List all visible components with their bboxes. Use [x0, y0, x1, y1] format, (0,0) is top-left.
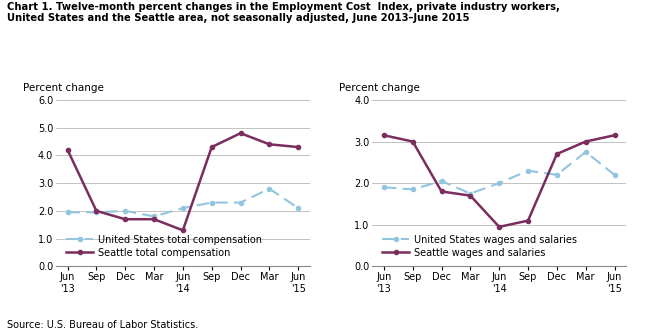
Text: Source: U.S. Bureau of Labor Statistics.: Source: U.S. Bureau of Labor Statistics. [7, 320, 198, 330]
United States total compensation [92, 210, 100, 214]
Seattle wages and salaries [610, 133, 618, 137]
Seattle total compensation [121, 217, 129, 221]
Legend: United States total compensation, Seattle total compensation: United States total compensation, Seattl… [66, 235, 262, 258]
Seattle total compensation [295, 145, 302, 149]
United States wages and salaries [380, 185, 387, 189]
Seattle total compensation [92, 209, 100, 213]
United States total compensation [179, 206, 187, 210]
United States wages and salaries [438, 179, 445, 183]
Seattle wages and salaries [409, 140, 416, 144]
Seattle total compensation [179, 228, 187, 232]
Seattle total compensation [237, 131, 244, 135]
Seattle wages and salaries [438, 189, 445, 193]
Seattle wages and salaries [380, 133, 387, 137]
Line: United States wages and salaries: United States wages and salaries [382, 150, 617, 196]
United States wages and salaries [610, 173, 618, 177]
United States total compensation [295, 206, 302, 210]
United States wages and salaries [409, 187, 416, 191]
Seattle wages and salaries [553, 152, 561, 156]
United States wages and salaries [553, 173, 561, 177]
United States wages and salaries [524, 168, 532, 172]
Seattle total compensation [63, 148, 72, 152]
Seattle total compensation [266, 142, 273, 146]
Text: Percent change: Percent change [339, 83, 420, 93]
Legend: United States wages and salaries, Seattle wages and salaries: United States wages and salaries, Seattl… [382, 235, 577, 258]
Text: Percent change: Percent change [23, 83, 104, 93]
United States wages and salaries [467, 191, 474, 195]
Seattle total compensation [150, 217, 158, 221]
Line: Seattle total compensation: Seattle total compensation [65, 131, 301, 232]
United States total compensation [237, 200, 244, 204]
United States total compensation [266, 187, 273, 191]
Text: Chart 1. Twelve-month percent changes in the Employment Cost  Index, private ind: Chart 1. Twelve-month percent changes in… [7, 2, 559, 23]
Seattle total compensation [208, 145, 215, 149]
Seattle wages and salaries [467, 193, 474, 197]
Seattle wages and salaries [496, 225, 503, 229]
United States total compensation [208, 200, 215, 204]
United States total compensation [121, 209, 129, 213]
United States wages and salaries [582, 150, 590, 154]
United States wages and salaries [496, 181, 503, 185]
Line: Seattle wages and salaries: Seattle wages and salaries [382, 133, 617, 229]
United States total compensation [150, 214, 158, 218]
Seattle wages and salaries [524, 218, 532, 222]
United States total compensation [63, 210, 72, 214]
Seattle wages and salaries [582, 140, 590, 144]
Line: United States total compensation: United States total compensation [65, 186, 301, 218]
